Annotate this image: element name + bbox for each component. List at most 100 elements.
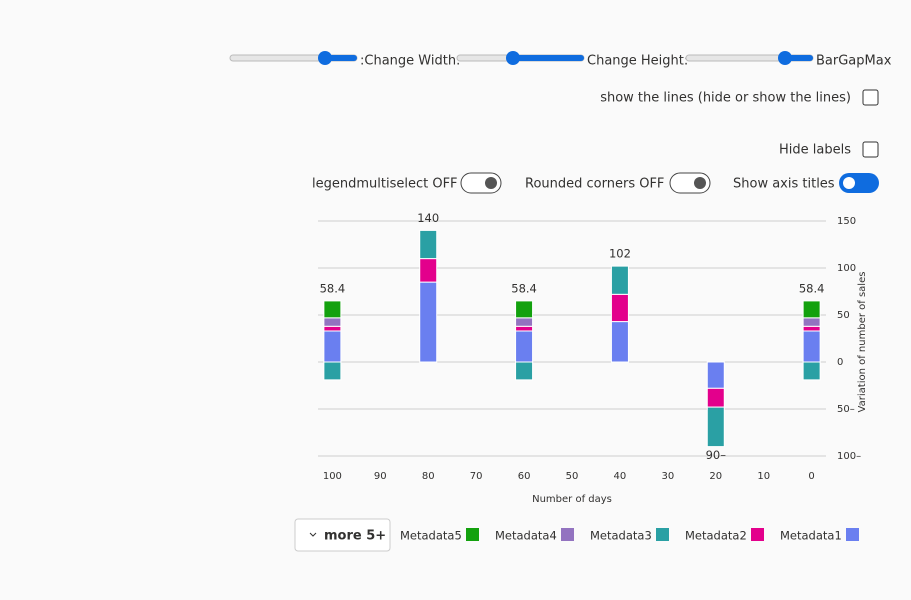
axis-titles-toggle[interactable] [839, 173, 879, 193]
stack-total-label: 58.4 [320, 281, 346, 295]
stack-total-label: 90– [706, 448, 727, 462]
lines-label: show the lines (hide or show the lines) [600, 91, 851, 106]
bar-segment [323, 361, 342, 381]
bar-segment [515, 300, 534, 319]
bar-segment [706, 406, 725, 448]
y-tick-label: 100– [837, 451, 861, 462]
bar-segment [323, 317, 342, 327]
legend-item[interactable]: Metadata4 [495, 528, 574, 543]
slider-fill [325, 55, 357, 61]
bar-segment [515, 330, 534, 363]
stack-total-label: 58.4 [511, 281, 537, 295]
bar-segment [610, 265, 629, 295]
slider-thumb[interactable] [318, 51, 332, 65]
hide-labels-checkbox[interactable] [862, 141, 879, 158]
legend-multiselect-toggle[interactable] [460, 172, 502, 194]
chevron [309, 532, 317, 537]
x-tick-label: 70 [470, 471, 483, 482]
bar-segment [323, 300, 342, 319]
labels: 58.4 140 58.4 102 90– 58.4 [320, 211, 825, 462]
legend-item[interactable]: Metadata5 [400, 528, 479, 543]
legend-item[interactable]: Metadata2 [685, 528, 764, 543]
toggle-knob [843, 177, 855, 189]
bar-segment [802, 325, 821, 332]
slider-fill [785, 55, 813, 61]
legend-swatch [656, 528, 669, 541]
x-tick-label: 10 [757, 471, 770, 482]
bar-segment [610, 321, 629, 363]
bar-segment [419, 281, 438, 363]
height-slider[interactable] [456, 51, 585, 65]
toggle-knob [694, 177, 706, 189]
bar-segment [515, 361, 534, 381]
bar-segment [515, 325, 534, 332]
bar-segment [419, 258, 438, 283]
toggle-knob [485, 177, 497, 189]
y-tick-label: 150 [837, 216, 856, 227]
bar-segment [802, 317, 821, 327]
x-tick-label: 0 [808, 471, 814, 482]
bar-segment [706, 361, 725, 389]
button-box [294, 518, 391, 552]
bargap-label: BarGapMax [816, 54, 892, 69]
stack-total-label: 102 [609, 247, 631, 261]
bar-segment [419, 229, 438, 260]
hide-labels-label: Hide labels [779, 143, 851, 158]
axis-titles-label: Show axis titles [733, 177, 835, 192]
x-axis-title: Number of days [532, 494, 612, 505]
legend-label: Metadata4 [495, 529, 557, 543]
legend-swatch [466, 528, 479, 541]
more-button[interactable]: more 5+ [294, 518, 391, 552]
x-tick-label: 40 [614, 471, 627, 482]
legend-label: Metadata2 [685, 529, 747, 543]
bar-segment [323, 330, 342, 363]
bar-segment [323, 325, 342, 332]
legend-item[interactable]: Metadata3 [590, 528, 669, 543]
stack-total-label: 58.4 [799, 281, 825, 295]
x-tick-label: 60 [518, 471, 531, 482]
y-tick-label: 50 [837, 310, 850, 321]
slider-thumb[interactable] [778, 51, 792, 65]
bar-segment [515, 317, 534, 327]
width-slider[interactable] [229, 51, 358, 65]
height-label: Change Height: [587, 54, 688, 69]
bars [323, 229, 821, 448]
y-tick-label: 0 [837, 357, 843, 368]
slider-thumb[interactable] [506, 51, 520, 65]
legend-label: Metadata5 [400, 529, 462, 543]
more-label: more 5+ [324, 529, 386, 544]
slider-fill [513, 55, 584, 61]
width-label: :Change Width: [360, 54, 460, 69]
stack-total-label: 140 [417, 211, 439, 225]
rounded-corners-label: Rounded corners OFF [525, 177, 664, 192]
y-axis-title: Variation of number of sales [857, 272, 868, 413]
legend-label: Metadata3 [590, 529, 652, 543]
legend-swatch [751, 528, 764, 541]
y-tick-label: 50– [837, 404, 855, 415]
lines-checkbox[interactable] [862, 89, 879, 106]
x-tick-label: 50 [566, 471, 579, 482]
legend-label: Metadata1 [780, 529, 842, 543]
x-tick-label: 30 [661, 471, 674, 482]
bar-segment [706, 387, 725, 408]
y-tick-label: 100 [837, 263, 856, 274]
bar-segment [610, 293, 629, 323]
legend-swatch [846, 528, 859, 541]
x-tick-label: 20 [709, 471, 722, 482]
legend-swatch [561, 528, 574, 541]
legend-multiselect-label: legendmultiselect OFF [312, 177, 458, 192]
bar-segment [802, 300, 821, 319]
legend: Metadata5 Metadata4 Metadata3 Metadata2 Meta… [400, 528, 859, 543]
bar-segment [802, 361, 821, 381]
rounded-corners-toggle[interactable] [669, 172, 711, 194]
bar-segment [802, 330, 821, 363]
x-tick-label: 80 [422, 471, 435, 482]
x-tick-label: 90 [374, 471, 387, 482]
bargap-slider[interactable] [685, 51, 814, 65]
x-tick-label: 100 [323, 471, 342, 482]
legend-item[interactable]: Metadata1 [780, 528, 859, 543]
